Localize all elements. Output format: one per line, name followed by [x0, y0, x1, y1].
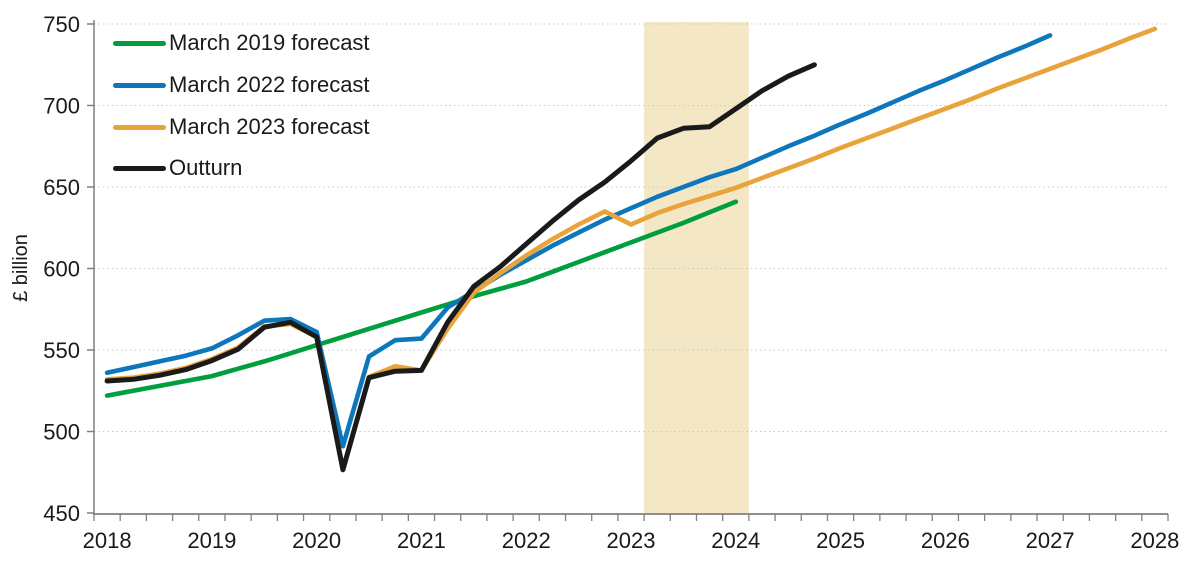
highlight-band-group: [644, 22, 749, 513]
x-tick-label-2026: 2026: [921, 528, 970, 553]
gridlines-group: [94, 23, 1168, 432]
x-tick-label-2019: 2019: [187, 528, 236, 553]
series-line-outturn: [104, 62, 817, 473]
y-tick-label-450: 450: [43, 501, 80, 526]
y-tick-label-600: 600: [43, 257, 80, 282]
series-line-march-2023-forecast: [104, 26, 1158, 472]
axes-group: [87, 20, 1169, 521]
x-tick-label-2021: 2021: [397, 528, 446, 553]
series-lines-group: [104, 26, 1158, 473]
x-tick-label-2022: 2022: [502, 528, 551, 553]
series-line-march-2019-forecast: [104, 199, 739, 398]
y-tick-label-750: 750: [43, 12, 80, 37]
y-tick-label-550: 550: [43, 338, 80, 363]
x-tick-label-2020: 2020: [292, 528, 341, 553]
x-tick-label-2027: 2027: [1026, 528, 1075, 553]
y-axis-title: £ billion: [10, 234, 32, 302]
y-tick-label-700: 700: [43, 94, 80, 119]
y-tick-label-500: 500: [43, 420, 80, 445]
x-tick-label-2025: 2025: [816, 528, 865, 553]
axis-labels-group: £ billion 450 500 550 600 650 700 750 2018 2019 2…: [10, 12, 1179, 553]
series-line-march-2022-forecast: [104, 33, 1053, 449]
x-tick-label-2028: 2028: [1130, 528, 1179, 553]
x-tick-label-2018: 2018: [83, 528, 132, 553]
highlight-band-2023-24: [644, 22, 749, 513]
x-tick-label-2023: 2023: [607, 528, 656, 553]
x-tick-label-2024: 2024: [711, 528, 760, 553]
y-tick-label-650: 650: [43, 175, 80, 200]
